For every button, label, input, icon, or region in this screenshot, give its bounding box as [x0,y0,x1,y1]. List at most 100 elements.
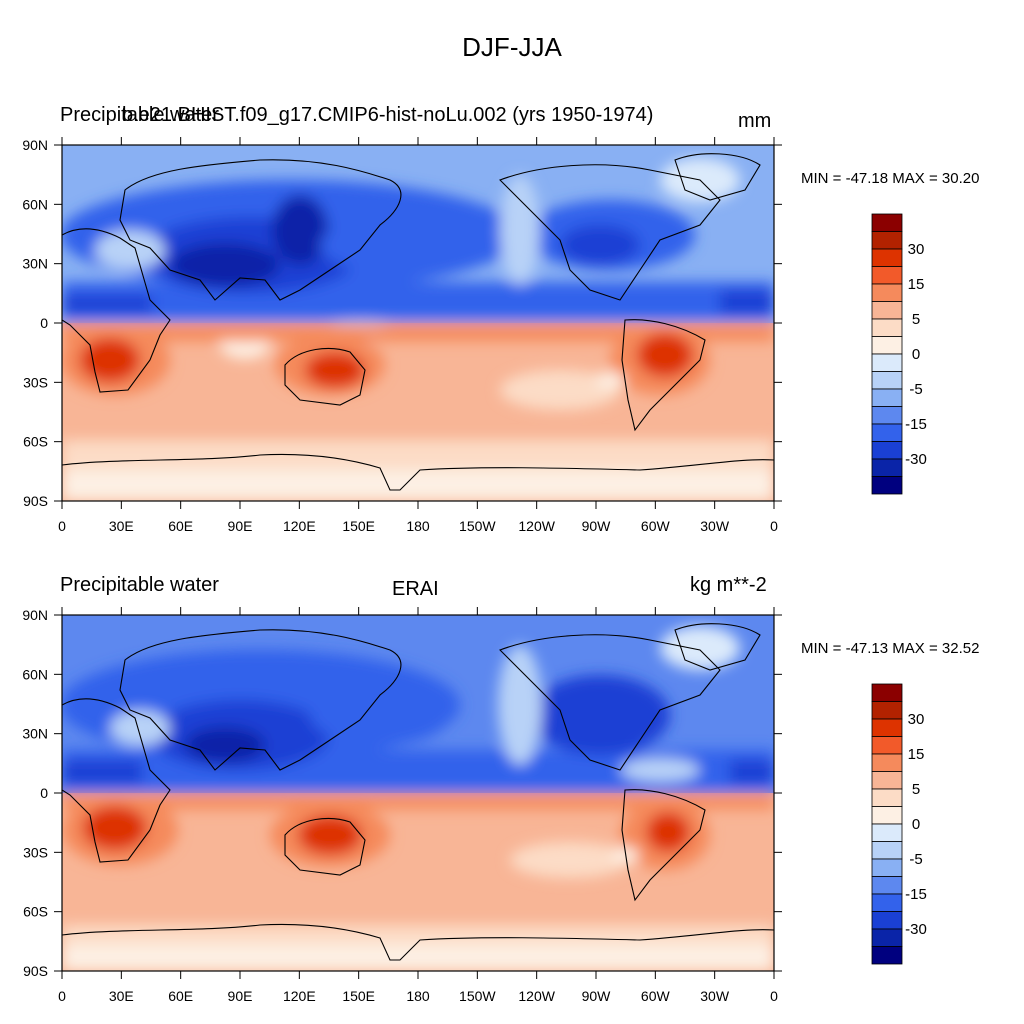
colorbar-swatch [871,423,903,442]
lat-tick-label: 90N [22,607,48,623]
lon-tick-label: 180 [406,518,430,534]
colorbar-label: 5 [912,781,920,798]
colorbar-swatch [871,458,903,477]
lon-tick-label: 90W [582,518,612,534]
lat-tick-label: 0 [40,315,48,331]
colorbar-swatch [871,476,903,495]
colorbar-swatch [871,283,903,302]
colorbar-swatch [871,248,903,267]
lon-tick-label: 120E [283,518,316,534]
colorbar-swatch [871,753,903,772]
colorbar-swatch [871,353,903,372]
colorbar-swatch [871,406,903,425]
colorbar-label: -15 [905,886,927,903]
lon-tick-label: 30E [109,518,134,534]
colorbar-swatch [871,318,903,337]
colorbar-swatch [871,771,903,790]
lon-tick-label: 150E [342,518,375,534]
lat-tick-label: 60S [23,434,48,450]
lat-tick-label: 30N [22,726,48,742]
colorbar-label: -5 [909,381,922,398]
colorbar-swatch [871,858,903,877]
lat-tick-label: 60S [23,904,48,920]
colorbar-swatch [871,928,903,947]
figure-title: DJF-JJA [462,32,562,62]
lat-tick-label: 90S [23,963,48,979]
panel2-units-label: kg m**-2 [690,574,767,596]
axis-ticks [54,137,782,979]
lon-tick-label: 90E [228,988,253,1004]
panel1-units-label: mm [738,110,772,132]
lon-tick-label: 60E [168,988,193,1004]
colorbar-label: 15 [908,276,925,293]
colorbar-swatch [871,336,903,355]
axis-labels: 90N 60N 30N 0 30S 60S 90S 0 30E 60E 90E 120E 150E 180… [22,137,778,1004]
lat-tick-label: 30N [22,256,48,272]
colorbar-swatch [871,806,903,825]
panel1-map [62,145,774,501]
lat-tick-label: 90N [22,137,48,153]
colorbar-label: -30 [905,451,927,468]
colorbars: 30 15 5 0 -5 -15 -30 30 15 5 0 -5 -15 -30 [871,213,927,965]
colorbar-swatch [871,388,903,407]
lon-tick-label: 150W [459,518,496,534]
colorbar-label: 30 [908,241,925,258]
panel1-min-max: MIN = -47.18 MAX = 30.20 [801,170,980,187]
colorbar-swatch [871,301,903,320]
colorbar-label: -5 [909,851,922,868]
colorbar-swatch [871,893,903,912]
colorbar-label: -15 [905,416,927,433]
lat-tick-label: 30S [23,844,48,860]
colorbar-label: 30 [908,711,925,728]
colorbar-label: 0 [912,346,920,363]
lon-tick-label: 0 [58,988,66,1004]
colorbar-swatch [871,876,903,895]
lon-tick-label: 0 [770,518,778,534]
lon-tick-label: 60W [641,518,671,534]
colorbar-swatch [871,441,903,460]
panel1-variable-label: Precipitable water [60,104,219,126]
colorbar-label: 0 [912,816,920,833]
colorbar-swatch [871,231,903,250]
lon-tick-label: 90W [582,988,612,1004]
lon-tick-label: 0 [770,988,778,1004]
colorbar-swatch [871,736,903,755]
lat-tick-label: 60N [22,666,48,682]
colorbar-swatch [871,266,903,285]
colorbar-swatch [871,911,903,930]
lon-tick-label: 60W [641,988,671,1004]
panel2-min-max: MIN = -47.13 MAX = 32.52 [801,640,980,657]
lon-tick-label: 90E [228,518,253,534]
colorbar-swatch [871,788,903,807]
lon-tick-label: 120E [283,988,316,1004]
lon-tick-label: 30E [109,988,134,1004]
lon-tick-label: 30W [700,518,730,534]
lat-tick-label: 30S [23,374,48,390]
colorbar-swatch [871,371,903,390]
lon-tick-label: 150W [459,988,496,1004]
lon-tick-label: 120W [518,518,555,534]
lat-tick-label: 90S [23,493,48,509]
colorbar-label: -30 [905,921,927,938]
colorbar-label: 5 [912,311,920,328]
panel2-case-label: ERAI [392,578,439,600]
lon-tick-label: 60E [168,518,193,534]
lat-tick-label: 60N [22,196,48,212]
colorbar-label: 15 [908,746,925,763]
panel2-map [62,615,774,971]
colorbar-swatch [871,946,903,965]
panel2-variable-label: Precipitable water [60,574,219,596]
lon-tick-label: 30W [700,988,730,1004]
colorbar-swatch [871,841,903,860]
colorbar-swatch [871,683,903,702]
colorbar-swatch [871,213,903,232]
colorbar-swatch [871,823,903,842]
lon-tick-label: 180 [406,988,430,1004]
colorbar-swatch [871,718,903,737]
panel1-coastlines [62,153,774,491]
lon-tick-label: 120W [518,988,555,1004]
lon-tick-label: 150E [342,988,375,1004]
lon-tick-label: 0 [58,518,66,534]
lat-tick-label: 0 [40,785,48,801]
